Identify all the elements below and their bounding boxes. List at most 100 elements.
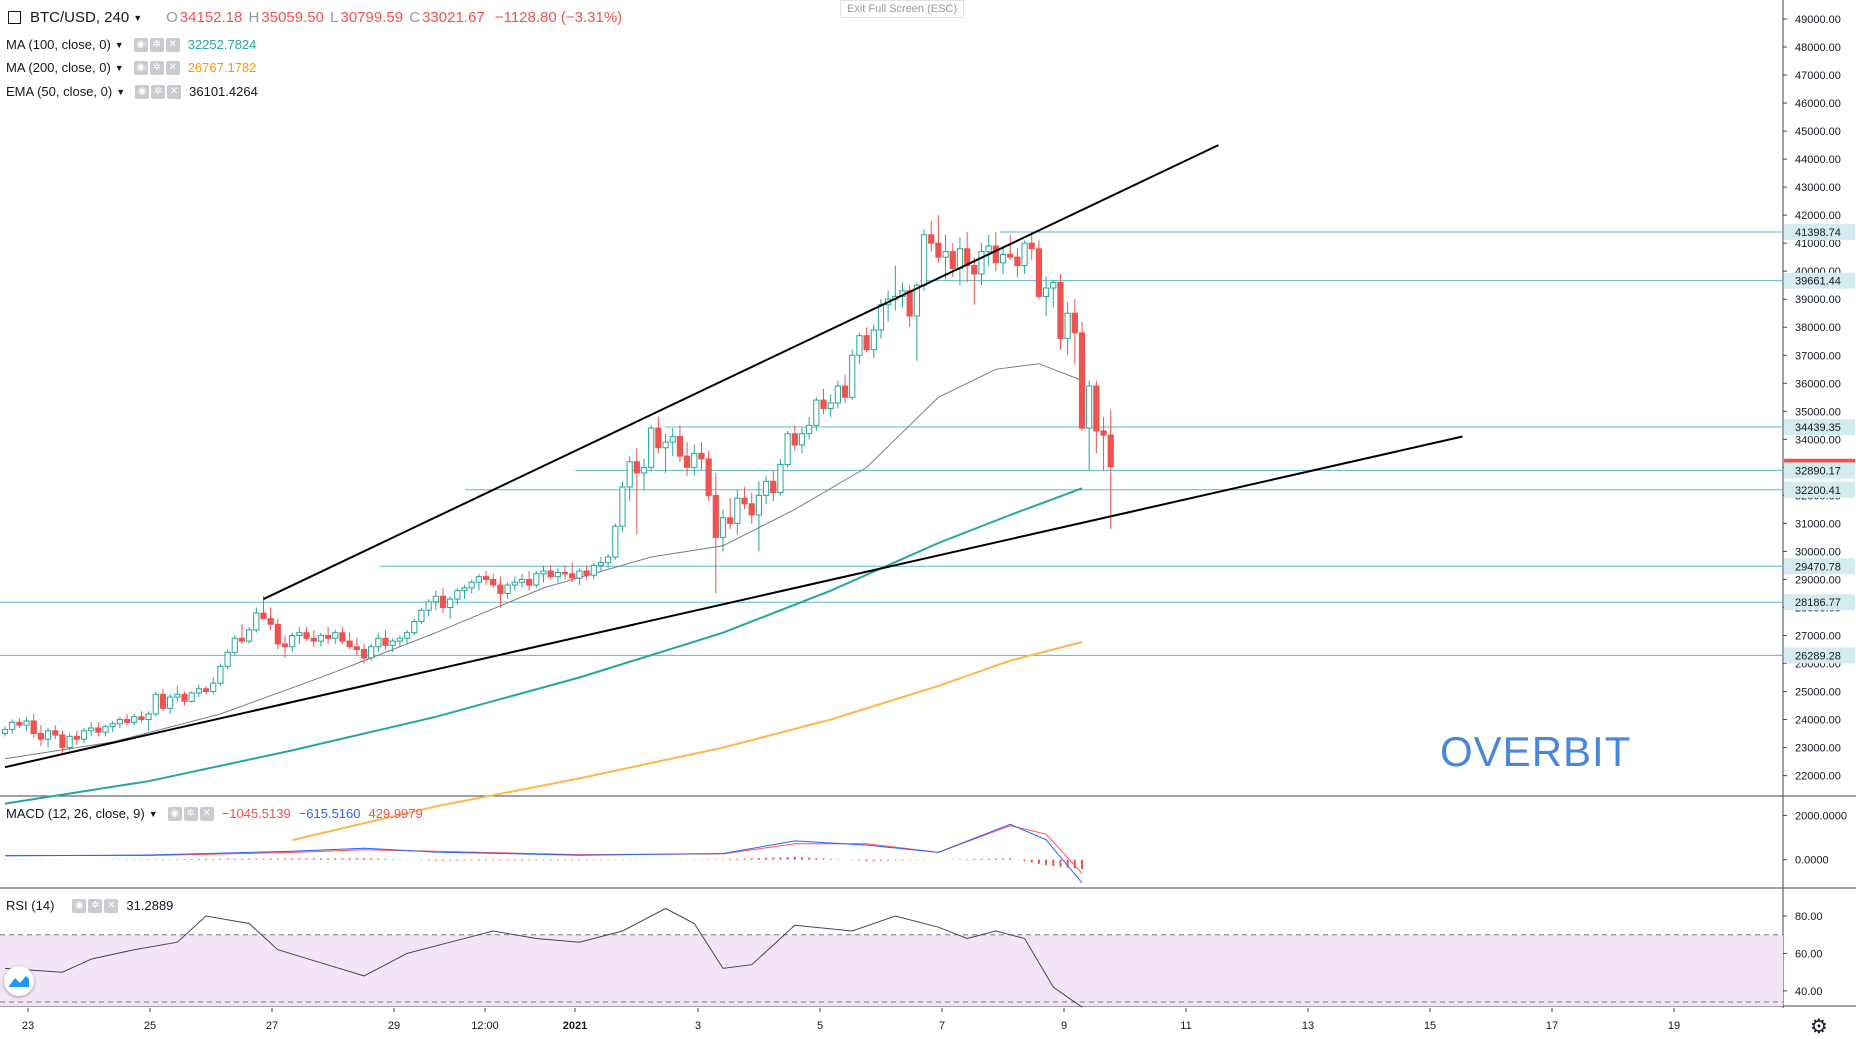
price-tick-label: 49000.00: [1795, 14, 1841, 26]
time-tick-label: 11: [1180, 1020, 1191, 1032]
close-icon[interactable]: ✕: [199, 806, 214, 821]
candle-body: [1093, 385, 1100, 432]
chevron-down-icon[interactable]: ▼: [116, 86, 126, 97]
candle-body: [23, 720, 30, 726]
candle: [1014, 248, 1021, 277]
eye-icon[interactable]: ◉: [135, 84, 150, 99]
candle: [1, 726, 9, 737]
candle: [547, 565, 554, 580]
candle-body: [877, 304, 885, 331]
candle-body: [52, 730, 59, 736]
macd-signal-line: [5, 825, 1083, 874]
candle: [403, 629, 411, 644]
time-tick-label: 2021: [563, 1020, 587, 1032]
gear-icon[interactable]: ✲: [151, 84, 166, 99]
candle-body: [1086, 385, 1093, 429]
candle: [303, 627, 310, 642]
chart-settings-gear-icon[interactable]: ⚙: [1810, 1016, 1828, 1038]
macd-label: MACD (12, 26, close, 9): [6, 806, 145, 821]
candle: [30, 713, 37, 738]
candle: [1028, 231, 1035, 260]
close-icon[interactable]: ✕: [104, 898, 119, 913]
indicator-legend-ma200[interactable]: MA (200, close, 0) ▼ ◉ ✲ ✕ 26767.1782: [6, 60, 256, 75]
candle-body: [353, 646, 360, 650]
tradingview-logo-icon[interactable]: [4, 966, 34, 996]
candle: [389, 638, 396, 653]
symbol-label[interactable]: BTC/USD, 240: [30, 9, 130, 26]
gear-icon[interactable]: ✲: [149, 60, 164, 75]
candle: [1086, 380, 1093, 471]
rsi-legend[interactable]: RSI (14) ◉ ✲ ✕ 31.2889: [6, 898, 173, 913]
gear-icon[interactable]: ✲: [88, 898, 103, 913]
chevron-down-icon[interactable]: ▼: [114, 39, 124, 50]
candle: [1057, 274, 1064, 350]
candle-body: [131, 716, 138, 723]
eye-icon[interactable]: ◉: [133, 37, 148, 52]
gear-icon[interactable]: ✲: [183, 806, 198, 821]
candle-body: [1050, 281, 1057, 289]
rsi-line: [4, 907, 1083, 1008]
chevron-down-icon[interactable]: ▼: [114, 62, 124, 73]
candle-body: [956, 248, 964, 269]
eye-icon[interactable]: ◉: [72, 898, 87, 913]
candle-body: [1014, 256, 1021, 267]
close-icon[interactable]: ✕: [165, 60, 180, 75]
candle: [655, 416, 662, 454]
candle-body: [490, 578, 497, 586]
price-tick-label: 37000.00: [1795, 350, 1841, 362]
candle: [518, 573, 526, 588]
candle-body: [332, 632, 339, 639]
macd-legend[interactable]: MACD (12, 26, close, 9) ▼ ◉ ✲ ✕ −1045.5139…: [6, 806, 423, 821]
candle: [238, 624, 246, 644]
price-tick-label: 29000.00: [1795, 574, 1841, 586]
candle: [971, 257, 978, 305]
candle-body: [762, 480, 770, 496]
level-price-label: 26289.28: [1795, 650, 1841, 662]
candle: [418, 607, 425, 625]
candle: [353, 638, 360, 656]
candle: [181, 691, 188, 706]
candle: [770, 470, 777, 501]
candle-body: [719, 517, 727, 538]
candle-body: [109, 723, 116, 728]
collapse-icon[interactable]: [8, 11, 21, 24]
candle-body: [217, 665, 224, 684]
candle-body: [1021, 242, 1028, 267]
candle-body: [325, 634, 332, 639]
candle: [583, 565, 590, 580]
eye-icon[interactable]: ◉: [167, 806, 182, 821]
chevron-down-icon[interactable]: ▼: [148, 808, 158, 819]
level-price-badge: [1784, 647, 1855, 664]
close-icon[interactable]: ✕: [165, 37, 180, 52]
candle-body: [863, 335, 870, 351]
chevron-down-icon[interactable]: ▼: [133, 12, 143, 23]
candle: [511, 576, 518, 591]
candle: [1093, 380, 1100, 454]
candle-body: [770, 480, 777, 494]
close-icon[interactable]: ✕: [167, 84, 182, 99]
candle-body: [985, 245, 992, 253]
macd-tick-label: 2000.0000: [1795, 810, 1847, 822]
candle-body: [210, 682, 217, 693]
candle-body: [267, 618, 274, 625]
indicator-legend-ma100[interactable]: MA (100, close, 0) ▼ ◉ ✲ ✕ 32252.7824: [6, 37, 256, 52]
candle-body: [999, 253, 1007, 264]
candle-body: [727, 517, 734, 524]
candle-body: [978, 251, 985, 275]
candle: [849, 349, 856, 401]
macd-line: [4, 823, 1083, 884]
candle: [16, 718, 23, 728]
candle-body: [66, 735, 73, 749]
macd-signal-value: −615.5160: [298, 806, 361, 821]
candle-body: [174, 693, 181, 698]
time-tick-label: 29: [388, 1020, 400, 1032]
macd-tick-label: 0.0000: [1795, 855, 1829, 867]
gear-icon[interactable]: ✲: [149, 37, 164, 52]
exit-fullscreen-button[interactable]: Exit Full Screen (ESC): [840, 0, 965, 18]
rsi-tick-label: 60.00: [1795, 948, 1823, 960]
candle: [741, 486, 748, 510]
eye-icon[interactable]: ◉: [133, 60, 148, 75]
indicator-legend-ema50[interactable]: EMA (50, close, 0) ▼ ◉ ✲ ✕ 36101.4264: [6, 84, 258, 99]
candle-body: [310, 637, 317, 642]
